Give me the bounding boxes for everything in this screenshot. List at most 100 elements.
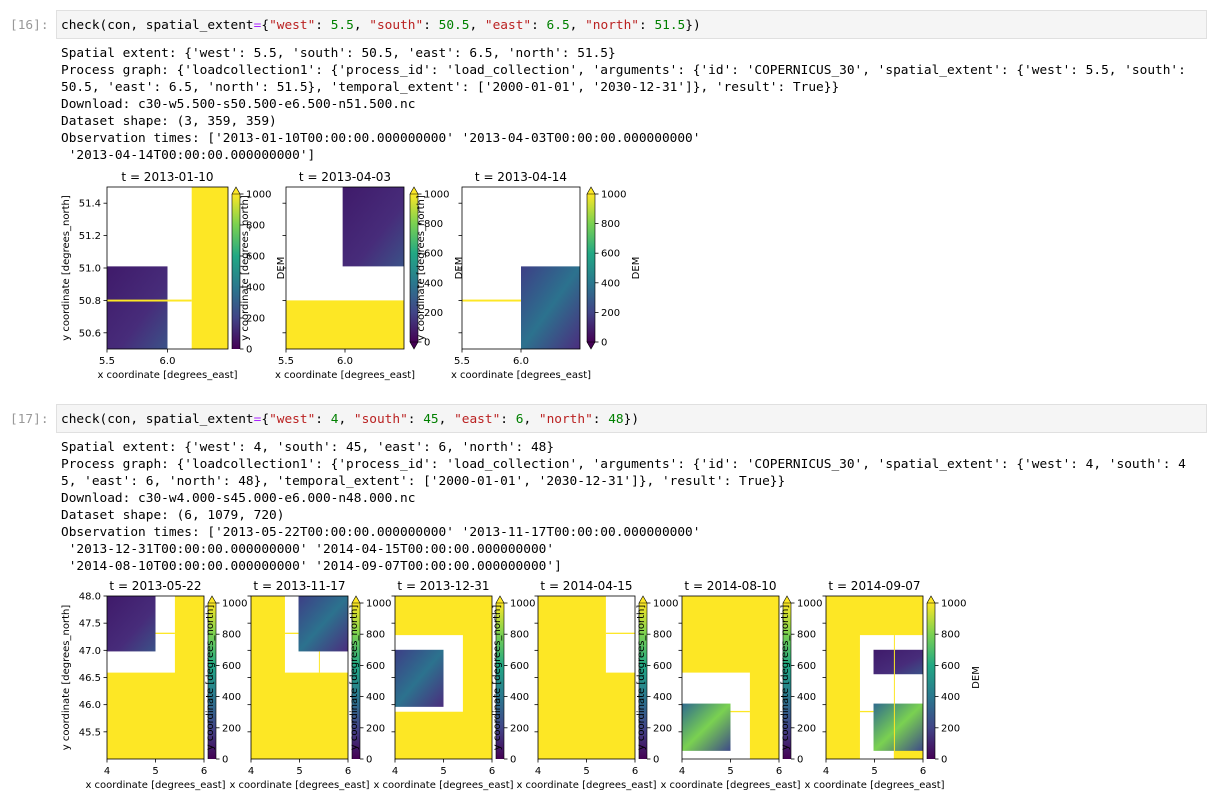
y-tick-label: 51.2 (79, 231, 101, 242)
output-line: Dataset shape: (6, 1079, 720) (61, 508, 284, 523)
output-line: 50.5, 'east': 6.5, 'north': 51.5}, 'temp… (61, 80, 839, 95)
colorbar-tick-label: 200 (366, 723, 385, 734)
colorbar-tick-label: 600 (366, 661, 385, 672)
colorbar-tick-label: 1000 (222, 599, 247, 610)
colorbar-extend-top (495, 595, 505, 604)
colorbar-tick-label: 600 (797, 661, 816, 672)
code-token: "east" (454, 412, 500, 427)
x-tick-label: 4 (104, 766, 110, 777)
prompt: [16]: (10, 18, 49, 33)
code-token: 51.5 (654, 18, 685, 33)
y-tick-label: 50.6 (79, 328, 101, 339)
colorbar-tick-label: 800 (510, 630, 529, 641)
colorbar-tick-label: 600 (601, 249, 620, 260)
raster-region (286, 300, 404, 349)
code-token: , (354, 18, 369, 33)
prompt: [17]: (10, 412, 49, 427)
colorbar-tick-label: 1000 (797, 599, 822, 610)
colorbar-tick-label: 1000 (424, 190, 449, 201)
colorbar-tick-label: 800 (366, 630, 385, 641)
colorbar-tick-label: 600 (941, 661, 960, 672)
code-token: , (338, 412, 353, 427)
colorbar-tick-label: 1000 (941, 599, 966, 610)
colorbar-tick-label: 400 (601, 278, 620, 289)
raster-region (318, 651, 320, 673)
x-axis-label: x coordinate [degrees_east] (451, 370, 591, 381)
raster-region (873, 649, 923, 675)
raster-region (462, 299, 521, 302)
x-tick-label: 4 (392, 766, 398, 777)
plot: t = 2014-08-10 4 5 6 x coordinate [degrees_e… (636, 579, 838, 791)
x-tick-label: 6 (920, 766, 926, 777)
y-tick-label: 47.5 (79, 619, 101, 630)
colorbar-frame (926, 603, 936, 759)
colorbar-tick-label: 800 (601, 219, 620, 230)
plot: t = 2013-12-31 4 5 6 x coordinate [degrees_e… (349, 579, 551, 791)
output-line: 5, 'east': 6, 'north': 48}, 'temporal_ex… (61, 474, 785, 489)
x-tick-label: 5.5 (99, 356, 115, 367)
x-tick-label: 5.5 (278, 356, 294, 367)
colorbar (587, 194, 595, 342)
x-axis-label: x coordinate [degrees_east] (804, 780, 944, 791)
colorbar-tick-label: 400 (222, 692, 241, 703)
code-token: 5.5 (331, 18, 354, 33)
output-line: Dataset shape: (3, 359, 359) (61, 114, 277, 129)
code-token: check(con, spatial_extent (61, 412, 254, 427)
plot-title: t = 2014-04-15 (540, 579, 632, 593)
colorbar-tick-label: 0 (366, 755, 372, 766)
colorbar-extend-top (207, 595, 217, 604)
code-token: : (639, 18, 654, 33)
colorbar (639, 603, 647, 759)
x-axis-label: x coordinate [degrees_east] (85, 780, 225, 791)
plot-title: t = 2013-01-10 (121, 170, 213, 184)
x-tick-label: 4 (248, 766, 254, 777)
colorbar-frame (231, 194, 241, 349)
raster-region (395, 649, 444, 707)
colorbar-tick-label: 0 (941, 755, 947, 766)
code-token: "north" (585, 18, 639, 33)
colorbar (927, 603, 935, 759)
colorbar-extend-top (409, 186, 419, 195)
colorbar-tick-label: 200 (246, 314, 265, 325)
raster-region (298, 596, 348, 652)
plot: t = 2013-01-10 5.5 6.0 x coordinate [degree… (61, 170, 287, 381)
plot-title: t = 2013-05-22 (109, 579, 201, 593)
colorbar-tick-label: 800 (246, 221, 265, 232)
colorbar-frame (638, 603, 648, 759)
code-token: : (315, 412, 330, 427)
raster-region (107, 299, 192, 302)
x-tick-label: 5.5 (454, 356, 470, 367)
colorbar-tick-label: 400 (424, 278, 443, 289)
output-line: Process graph: {'loadcollection1': {'pro… (61, 457, 1186, 472)
x-tick-label: 6 (632, 766, 638, 777)
code-token: : (315, 18, 330, 33)
colorbar-tick-label: 400 (797, 692, 816, 703)
x-axis-label: x coordinate [degrees_east] (275, 370, 415, 381)
raster-region (342, 187, 404, 267)
colorbar-tick-label: 800 (222, 630, 241, 641)
x-tick-label: 5 (583, 766, 589, 777)
code-token: , (570, 18, 585, 33)
y-tick-label: 45.5 (79, 727, 101, 738)
y-axis-label: y coordinate [degrees_north] (349, 605, 360, 751)
code-token: = (254, 412, 262, 427)
colorbar-tick-label: 200 (222, 723, 241, 734)
colorbar-extend-top (782, 595, 792, 604)
colorbar-frame (495, 603, 505, 759)
code-token: }) (685, 18, 700, 33)
x-axis-label: x coordinate [degrees_east] (660, 780, 800, 791)
output-line: Spatial extent: {'west': 5.5, 'south': 5… (61, 46, 616, 61)
y-axis-label: y coordinate [degrees_north] (240, 195, 251, 341)
x-axis-label: x coordinate [degrees_east] (373, 780, 513, 791)
colorbar (410, 194, 418, 342)
x-tick-label: 6.0 (160, 356, 176, 367)
colorbar-tick-label: 600 (653, 661, 672, 672)
colorbar (208, 603, 216, 759)
plot: t = 2013-05-22 4 5 6 x coordinate [degrees_e… (61, 579, 263, 791)
colorbar-extend-top (926, 595, 936, 604)
code-token: 45 (423, 412, 438, 427)
x-tick-label: 4 (535, 766, 541, 777)
code-token: : (423, 18, 438, 33)
colorbar-frame (207, 603, 217, 759)
